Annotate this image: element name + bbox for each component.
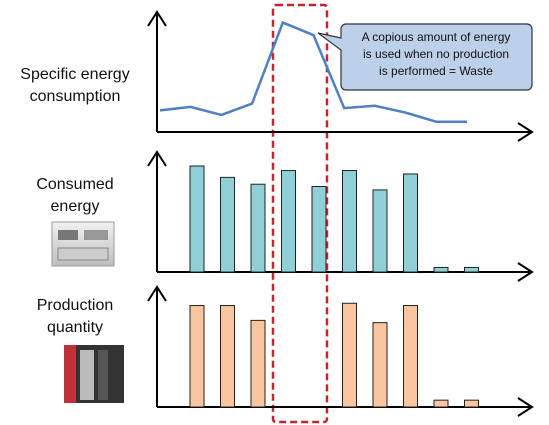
device-image — [64, 345, 124, 403]
bar — [404, 306, 418, 407]
bar — [312, 187, 326, 273]
bar — [465, 400, 479, 407]
bar — [373, 323, 387, 407]
bar — [373, 190, 387, 272]
bar — [221, 306, 235, 407]
bar — [465, 267, 479, 272]
bar — [434, 400, 448, 407]
diagram: Specific energy consumption A copious amou… — [0, 0, 549, 425]
bar — [251, 184, 265, 272]
annotation: is performed = Waste — [379, 64, 493, 78]
bar — [190, 166, 204, 272]
bar — [190, 306, 204, 407]
bar — [251, 320, 265, 407]
bar — [404, 174, 418, 272]
axis-label: Specific energy — [20, 66, 129, 83]
bar — [343, 303, 357, 407]
axis-label: Production — [37, 297, 114, 314]
axis-label: Consumed — [36, 176, 113, 193]
device-image — [52, 222, 114, 266]
bar — [343, 171, 357, 272]
axis-label: consumption — [30, 88, 121, 105]
axis-label: quantity — [47, 319, 103, 336]
annotation: A copious amount of energy — [362, 30, 511, 44]
bar — [434, 267, 448, 272]
bar — [282, 171, 296, 272]
annotation: is used when no production — [363, 47, 509, 61]
axis-label: energy — [51, 198, 100, 215]
bar — [221, 177, 235, 272]
